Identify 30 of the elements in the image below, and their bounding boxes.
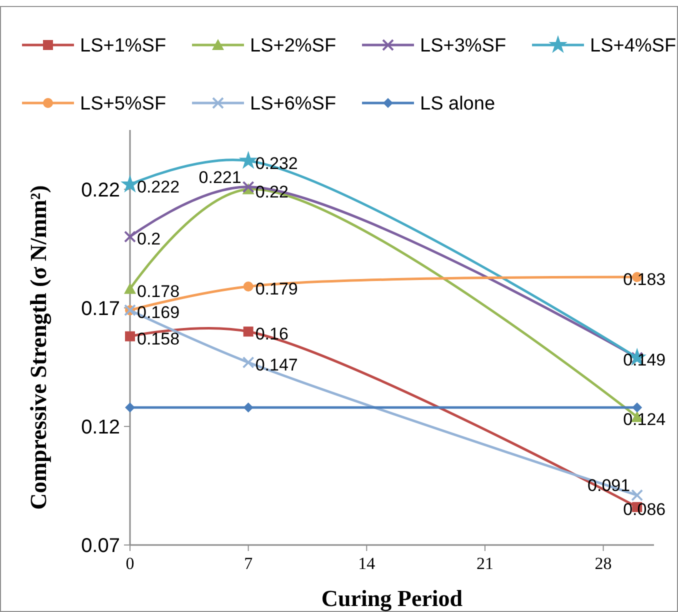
y-tick-label: 0.12 — [81, 416, 120, 438]
data-label: 0.232 — [255, 154, 298, 173]
legend-label: LS+4%SF — [590, 36, 676, 57]
legend-label: LS+6%SF — [250, 94, 336, 115]
x-tick-label: 7 — [244, 554, 254, 573]
data-label: 0.147 — [255, 355, 298, 374]
y-axis-title: Compressive Strength (σ N/mm²) — [26, 185, 52, 510]
data-label: 0.124 — [623, 410, 666, 429]
legend-label: LS alone — [420, 94, 496, 115]
data-label: 0.179 — [255, 280, 298, 299]
data-label: 0.169 — [137, 303, 180, 322]
legend-label: LS+3%SF — [420, 36, 506, 57]
data-label: 0.222 — [137, 178, 180, 197]
data-label: 0.221 — [198, 168, 242, 187]
data-label: 0.2 — [137, 230, 161, 249]
data-label: 0.086 — [623, 500, 666, 520]
legend-label: LS+2%SF — [250, 36, 336, 57]
y-tick-label: 0.22 — [81, 179, 120, 202]
y-tick-label: 0.07 — [81, 535, 120, 557]
legend-label: LS+5%SF — [80, 94, 166, 115]
data-label: 0.183 — [623, 270, 666, 290]
y-tick-label: 0.17 — [81, 298, 120, 320]
legend-label: LS+1%SF — [80, 36, 166, 57]
x-tick-label: 28 — [594, 554, 612, 573]
x-tick-label: 21 — [476, 554, 494, 573]
data-label: 0.178 — [137, 282, 180, 301]
x-tick-label: 0 — [126, 554, 134, 573]
x-axis-title: Curing Period — [321, 586, 463, 612]
x-tick-label: 14 — [358, 554, 376, 573]
data-label: 0.158 — [137, 329, 180, 348]
